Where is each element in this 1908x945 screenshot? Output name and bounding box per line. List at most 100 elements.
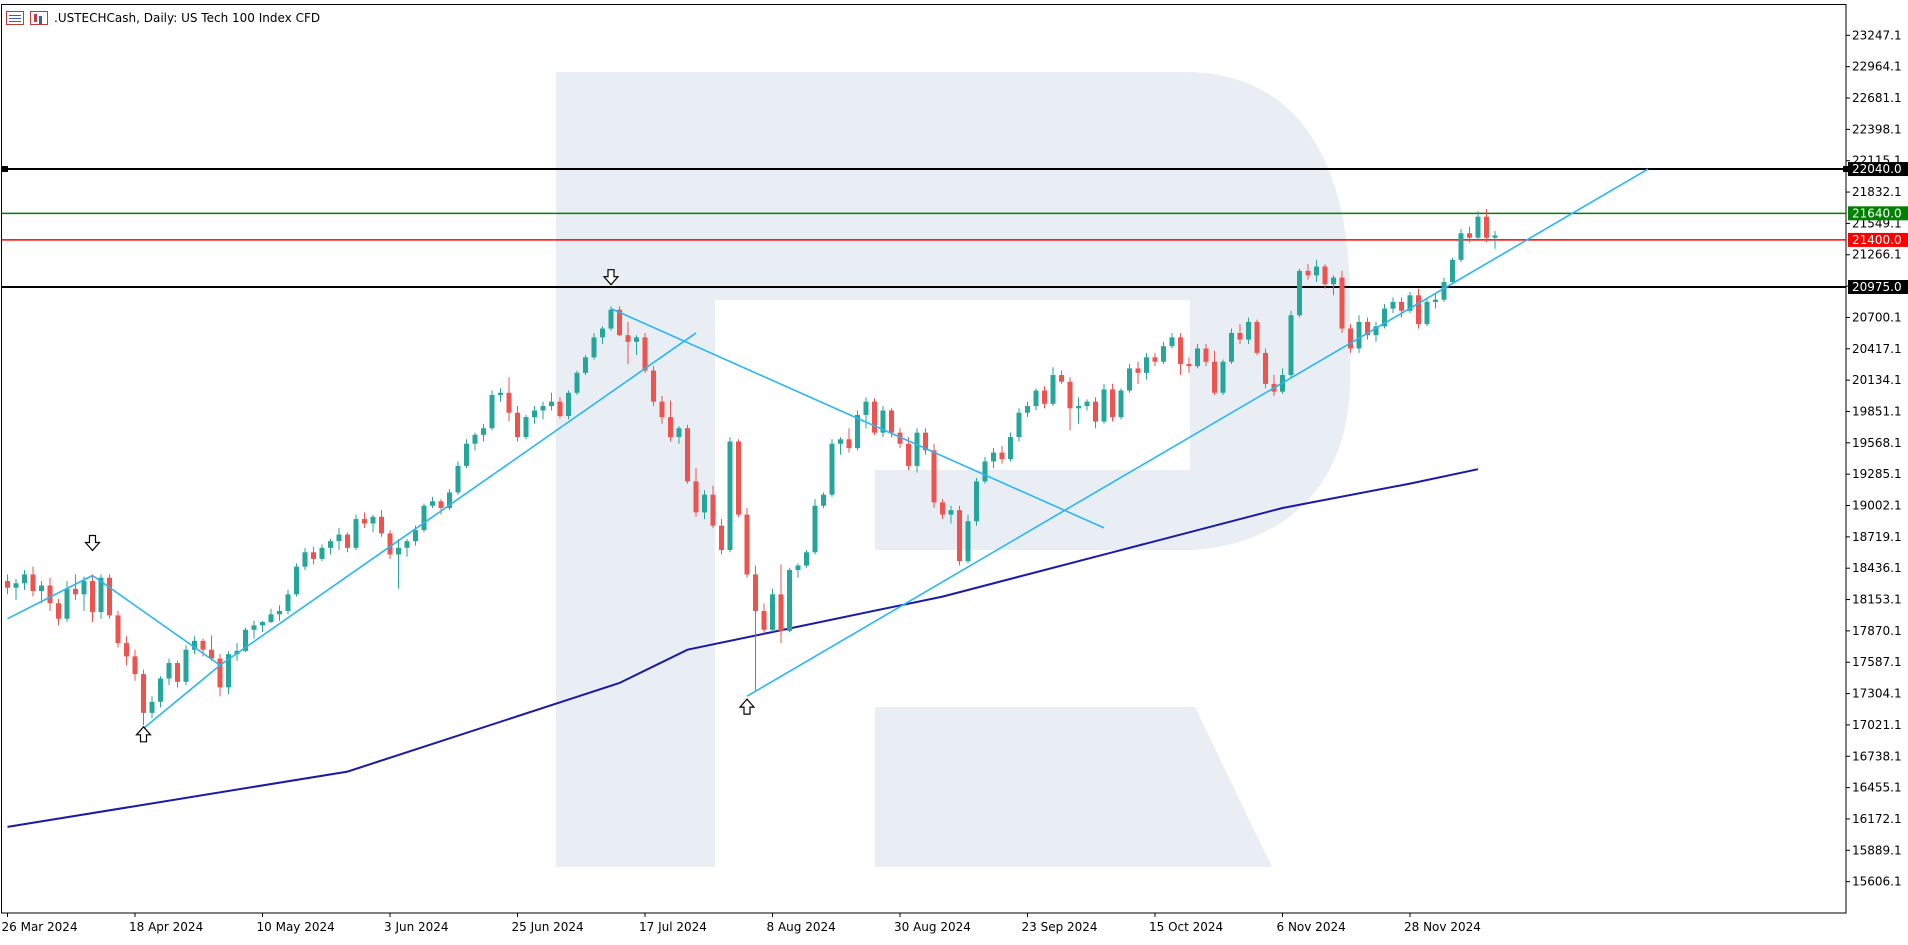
candle-body [744,514,750,575]
candle-body [73,588,78,595]
y-tick-label: 19285.1 [1852,467,1902,481]
candle-body [948,510,954,515]
candle-body [39,585,44,592]
candle-body [872,401,877,433]
candle-body [1246,321,1251,340]
candle-body [1178,337,1183,364]
y-tick-label: 22398.1 [1852,122,1902,136]
candle-body [1127,368,1132,391]
candle-body [1475,216,1481,238]
trendline [610,307,1105,529]
candle-body [1042,390,1047,404]
candle-body [1008,437,1013,460]
candle-body [311,552,316,559]
y-tick-label: 17587.1 [1852,655,1902,669]
candle-body [132,656,138,675]
candle-body [608,309,614,329]
candle-body [421,505,427,531]
candle-body [1288,315,1294,376]
y-tick-label: 21266.1 [1852,248,1902,262]
candle-body [1356,321,1362,349]
candle-body [940,502,945,515]
candle-body [957,510,962,562]
y-tick-label: 18719.1 [1852,530,1902,544]
candle-body [863,401,869,415]
candle-body [1407,295,1413,311]
candle-body [1297,270,1302,316]
x-tick-label: 28 Nov 2024 [1404,920,1481,934]
candle-body [447,492,452,508]
trendline [92,574,221,666]
candle-body [1229,332,1234,362]
candle-body [260,622,265,626]
candle-body [1169,337,1175,347]
candle-body [430,501,435,506]
x-tick-label: 17 Jul 2024 [639,920,707,934]
candle-body [1152,357,1158,362]
candle-body [379,516,384,534]
candle-body [685,428,690,482]
candle-body [464,443,469,466]
candle-body [396,547,401,555]
candle-body [838,439,843,444]
candle-body [336,534,342,542]
candle-body [209,649,214,659]
candle-body [175,663,180,682]
candle-body [523,417,529,438]
x-tick-label: 10 May 2024 [257,920,335,934]
candle-body [532,410,537,418]
candle-body [277,610,282,615]
candle-body [413,530,418,542]
candle-body [1450,259,1455,283]
candle-body [651,370,656,402]
y-tick-label: 20700.1 [1852,310,1902,324]
candle-body [243,629,248,651]
candle-body [498,392,503,395]
candle-body [591,337,597,358]
candle-body [1305,270,1311,276]
candle-body [141,674,146,713]
candle-body [693,481,699,513]
level-price-tag [1848,279,1908,294]
candle-body [931,450,937,503]
y-tick-label: 18436.1 [1852,561,1902,575]
candle-body [1101,389,1107,422]
candle-body [999,452,1005,460]
candle-body [889,410,894,433]
level-handle-right [1843,166,1849,173]
candle-body [1195,348,1200,367]
arrow-up-icon [135,725,152,743]
x-tick-label: 18 Apr 2024 [129,920,203,934]
candle-body [1458,233,1464,260]
candle-body [1161,346,1166,362]
candle-body [676,428,682,438]
candle-body [974,481,979,522]
candle-body [1076,406,1081,409]
candle-body [566,392,571,417]
candle-body [1331,277,1336,285]
bars-icon[interactable] [30,11,48,25]
candle-body [319,547,325,559]
candle-body [846,439,852,449]
candle-body [1254,321,1260,353]
candle-body [557,401,563,417]
candle-body [1314,266,1319,276]
plot-frame [1,4,1847,914]
candle-body [583,357,588,373]
candle-body [1067,381,1073,409]
y-tick-label: 17870.1 [1852,624,1902,638]
candle-body [294,566,299,595]
y-tick-label: 20134.1 [1852,373,1902,387]
candle-body [370,516,376,524]
list-icon[interactable] [6,11,24,25]
candle-body [540,406,546,411]
candle-body [1322,266,1328,285]
candle-body [1144,357,1149,373]
candle-body [90,581,95,613]
candle-body [166,663,172,679]
candle-body [192,640,197,650]
candle-body [668,417,673,438]
candle-body [455,465,461,493]
candle-body [149,701,155,713]
